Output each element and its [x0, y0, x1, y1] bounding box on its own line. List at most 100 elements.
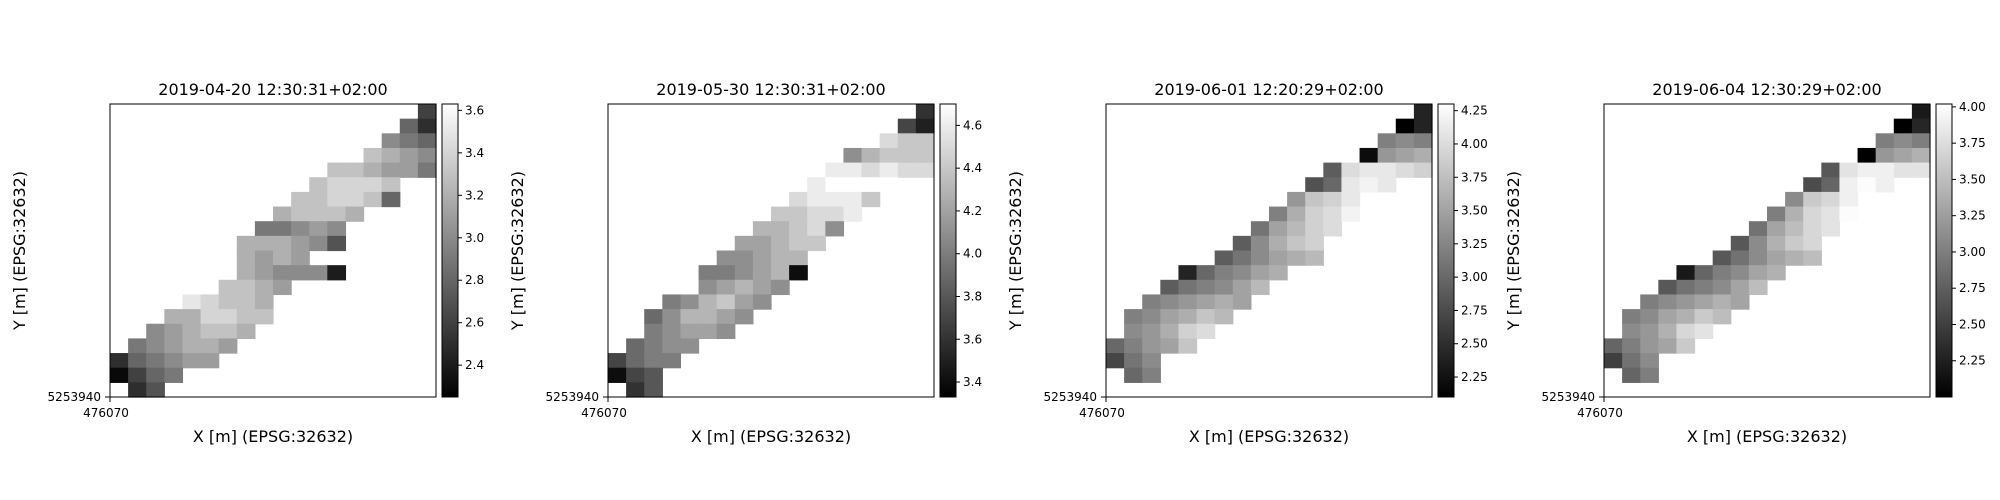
heatmap-cells — [1106, 104, 1433, 383]
heatmap-cell — [1640, 353, 1659, 369]
heatmap-cell — [716, 294, 736, 310]
heatmap-cell — [897, 147, 917, 164]
heatmap-cell — [1748, 235, 1768, 252]
heatmap-cell — [626, 353, 645, 369]
heatmap-cell — [200, 294, 220, 310]
heatmap-cell — [1196, 323, 1216, 339]
heatmap-cell — [1640, 294, 1659, 310]
heatmap-cell — [1269, 206, 1288, 222]
heatmap-cell — [879, 162, 899, 178]
colorbar: 2.25 2.50 2.75 3.00 3.25 3.50 3.75 4.00 4.25 — [1437, 103, 1488, 398]
heatmap-cell — [1160, 323, 1180, 339]
colorbar-tick-label: 4.4 — [963, 161, 982, 175]
colorbar-gradient — [939, 103, 957, 398]
heatmap-cell — [1377, 133, 1397, 149]
heatmap-cell — [716, 250, 736, 266]
heatmap-cell — [164, 338, 184, 354]
heatmap-cell — [1341, 206, 1361, 222]
heatmap-cell — [644, 323, 663, 339]
x-axis-label: X [m] (EPSG:32632) — [691, 427, 851, 446]
heatmap-cell — [1287, 235, 1306, 252]
heatmap-cell — [789, 235, 808, 252]
heatmap-cell — [1821, 206, 1841, 222]
heatmap-cell — [644, 309, 663, 325]
heatmap-cell — [417, 147, 437, 164]
heatmap-cell — [399, 133, 419, 149]
heatmap-cell — [879, 133, 899, 149]
heatmap-cell — [1604, 353, 1623, 369]
heatmap-cell — [1341, 162, 1361, 178]
colorbar-tick-label: 3.6 — [465, 103, 484, 117]
heatmap-cell — [1748, 279, 1768, 296]
heatmap-cell — [1359, 147, 1379, 164]
heatmap-cell — [1676, 279, 1696, 296]
heatmap-cell — [1250, 250, 1270, 266]
heatmap-cell — [110, 353, 129, 369]
heatmap-cell — [146, 323, 165, 339]
heatmap-cell — [662, 294, 682, 310]
heatmap-cell — [363, 162, 383, 178]
heatmap-cells — [1604, 104, 1931, 383]
heatmap-cell — [825, 177, 845, 193]
heatmap-cell — [1676, 309, 1696, 325]
colorbar-tick-label: 3.25 — [1461, 237, 1488, 251]
heatmap-cell — [843, 177, 863, 193]
heatmap-cell — [825, 191, 845, 208]
heatmap-cell — [291, 206, 310, 222]
heatmap-cell — [1287, 191, 1306, 208]
heatmap-cell — [1250, 235, 1270, 252]
heatmap-cell — [327, 265, 347, 281]
heatmap-cell — [1803, 206, 1822, 222]
heatmap-cell — [182, 309, 202, 325]
heatmap-cell — [236, 294, 256, 310]
heatmap-cell — [200, 338, 220, 354]
heatmap-cell — [1323, 206, 1343, 222]
heatmap-cell — [807, 177, 826, 193]
heatmap-cell — [1160, 279, 1180, 296]
heatmap-cell — [1377, 177, 1397, 193]
heatmap-cell — [1178, 294, 1198, 310]
heatmap-cell — [1395, 118, 1415, 134]
heatmap-cell — [345, 206, 365, 222]
panel-title: 2019-06-01 12:20:29+02:00 — [1154, 80, 1383, 99]
heatmap-cell — [200, 323, 220, 339]
heatmap-cell — [1323, 177, 1343, 193]
heatmap-cell — [200, 309, 220, 325]
heatmap-cell — [734, 294, 754, 310]
heatmap-cell — [1730, 279, 1750, 296]
x-axis-label: X [m] (EPSG:32632) — [1687, 427, 1847, 446]
heatmap-cell — [1377, 162, 1397, 178]
heatmap-cell — [273, 221, 292, 237]
heatmap-cell — [680, 338, 700, 354]
heatmap-cell — [789, 250, 808, 266]
heatmap-cell — [218, 309, 238, 325]
heatmap-cell — [1269, 265, 1288, 281]
heatmap-cell — [825, 221, 845, 237]
heatmap-cell — [327, 177, 347, 193]
heatmap-cell — [626, 338, 645, 354]
colorbar-tick-label: 3.4 — [465, 146, 484, 160]
heatmap-cell — [843, 147, 863, 164]
heatmap-cell — [128, 382, 147, 398]
heatmap-cell — [309, 221, 328, 237]
heatmap-cell — [915, 133, 935, 149]
heatmap-cell — [1395, 162, 1415, 178]
colorbar-tick-label: 2.75 — [1461, 303, 1488, 317]
panel-title: 2019-06-04 12:30:29+02:00 — [1652, 80, 1881, 99]
heatmap-cell — [1232, 279, 1252, 296]
heatmap-cell — [1767, 250, 1786, 266]
heatmap-cell — [146, 338, 165, 354]
heatmap-cell — [680, 294, 700, 310]
heatmap-cell — [1785, 250, 1804, 266]
heatmap-cell — [1305, 221, 1324, 237]
colorbar-tick-label: 4.00 — [1461, 137, 1488, 151]
heatmap-cell — [1287, 221, 1306, 237]
heatmap-cell — [327, 221, 347, 237]
heatmap-cell — [698, 294, 718, 310]
heatmap-cell — [254, 250, 274, 266]
heatmap-cell — [345, 177, 365, 193]
colorbar-tick-label: 4.00 — [1959, 100, 1986, 114]
heatmap-cell — [897, 162, 917, 178]
colorbar-tick-label: 4.25 — [1461, 104, 1488, 118]
heatmap-cell — [861, 162, 881, 178]
